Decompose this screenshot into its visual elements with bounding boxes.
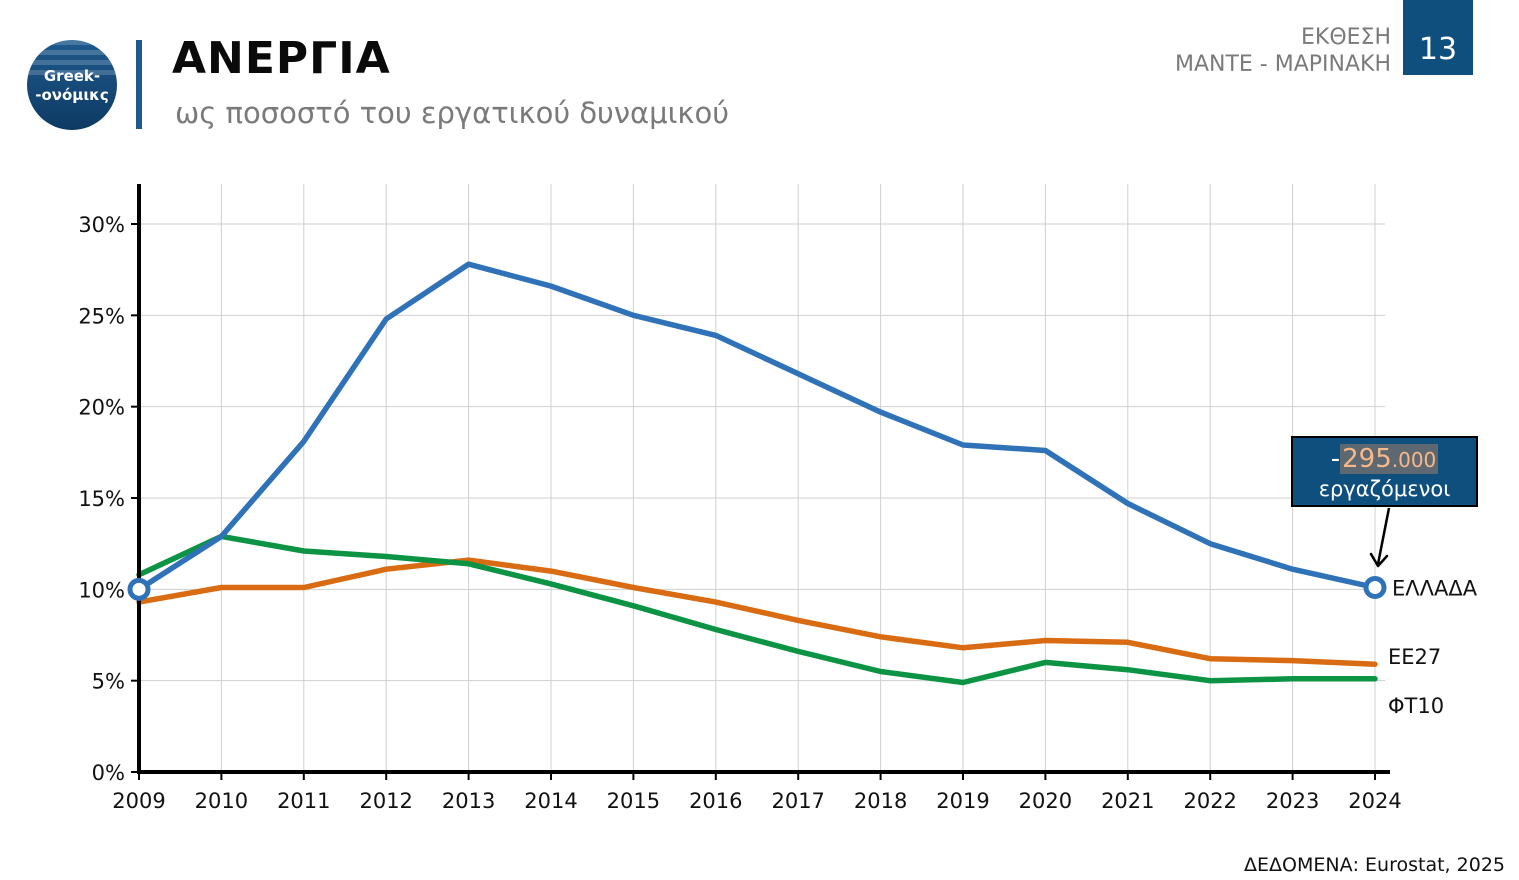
x-tick-label-2016: 2016 — [689, 789, 742, 813]
greece-start-marker — [127, 577, 151, 601]
callout-number-main: 295 — [1342, 444, 1392, 474]
data-source: ΔΕΔΟΜΕΝΑ: Eurostat, 2025 — [1244, 854, 1505, 876]
greekonomics-logo: Greek- -ονόμικς — [27, 40, 117, 130]
greece-end-marker — [1363, 576, 1387, 600]
x-tick-label-2013: 2013 — [442, 789, 495, 813]
flag-stripes-decoration — [27, 40, 117, 80]
x-tick-label-2019: 2019 — [936, 789, 989, 813]
report-line-1: ΕΚΘΕΣΗ — [1301, 25, 1391, 50]
title-accent-bar — [136, 40, 142, 129]
y-tick-label-30: 30% — [78, 213, 125, 237]
y-tick-label-10: 10% — [78, 578, 125, 602]
series-label-φτ10: ΦΤ10 — [1388, 694, 1444, 718]
logo-line-2: -ονόμικς — [35, 86, 109, 104]
page-title: ΑΝΕΡΓΙΑ — [172, 33, 391, 84]
report-label: ΕΚΘΕΣΗ ΜΑΝΤΕ - ΜΑΡΙΝΑΚΗ — [1175, 24, 1391, 78]
x-tick-label-2014: 2014 — [524, 789, 577, 813]
annotations: ΕΛΛΑΔΑ ΕΕ27 ΦΤ10 — [127, 507, 1478, 718]
x-tick-label-2022: 2022 — [1183, 789, 1236, 813]
page-subtitle: ως ποσοστό του εργατικού δυναμικού — [175, 96, 730, 130]
callout-number: -295.000 — [1293, 444, 1476, 475]
x-tick-label-2020: 2020 — [1019, 789, 1072, 813]
y-tick-label-20: 20% — [78, 396, 125, 420]
series-lines — [136, 261, 1378, 686]
series-line-ελλαδα — [136, 261, 1378, 593]
page-number-badge: 13 — [1403, 0, 1473, 75]
tick-labels: 0% 5% 10% 15% 20% 25% 30% 2009 2010 2011 2012 2013 2… — [78, 213, 1401, 813]
x-tick-label-2018: 2018 — [854, 789, 907, 813]
x-tick-label-2023: 2023 — [1266, 789, 1319, 813]
x-tick-label-2017: 2017 — [771, 789, 824, 813]
series-label-εε27: ΕΕ27 — [1388, 645, 1441, 669]
report-line-2: ΜΑΝΤΕ - ΜΑΡΙΝΑΚΗ — [1174, 52, 1391, 77]
gridlines — [139, 184, 1385, 772]
y-tick-label-15: 15% — [78, 487, 125, 511]
jobs-callout-box: -295.000 εργαζόμενοι — [1291, 436, 1478, 507]
callout-arrow-head — [1369, 552, 1389, 568]
x-tick-label-2011: 2011 — [277, 789, 330, 813]
x-tick-label-2015: 2015 — [607, 789, 660, 813]
x-tick-label-2024: 2024 — [1348, 789, 1401, 813]
y-tick-label-0: 0% — [92, 761, 125, 785]
axes — [131, 184, 1390, 780]
y-tick-label-5: 5% — [92, 670, 125, 694]
callout-prefix: - — [1330, 444, 1341, 474]
callout-number-highlight: 295.000 — [1340, 444, 1439, 474]
series-line-φτ10 — [136, 533, 1378, 686]
callout-number-suffix: .000 — [1391, 448, 1437, 472]
x-tick-label-2009: 2009 — [112, 789, 165, 813]
x-tick-label-2021: 2021 — [1101, 789, 1154, 813]
series-line-εε27 — [136, 557, 1378, 667]
page-number: 13 — [1418, 31, 1458, 67]
series-label-ελλαδα: ΕΛΛΑΔΑ — [1392, 577, 1478, 601]
x-tick-label-2010: 2010 — [195, 789, 248, 813]
callout-arrow-line — [1376, 507, 1391, 565]
logo-line-1: Greek- — [43, 67, 101, 85]
y-tick-label-25: 25% — [78, 304, 125, 328]
callout-label: εργαζόμενοι — [1318, 477, 1451, 501]
x-tick-label-2012: 2012 — [359, 789, 412, 813]
